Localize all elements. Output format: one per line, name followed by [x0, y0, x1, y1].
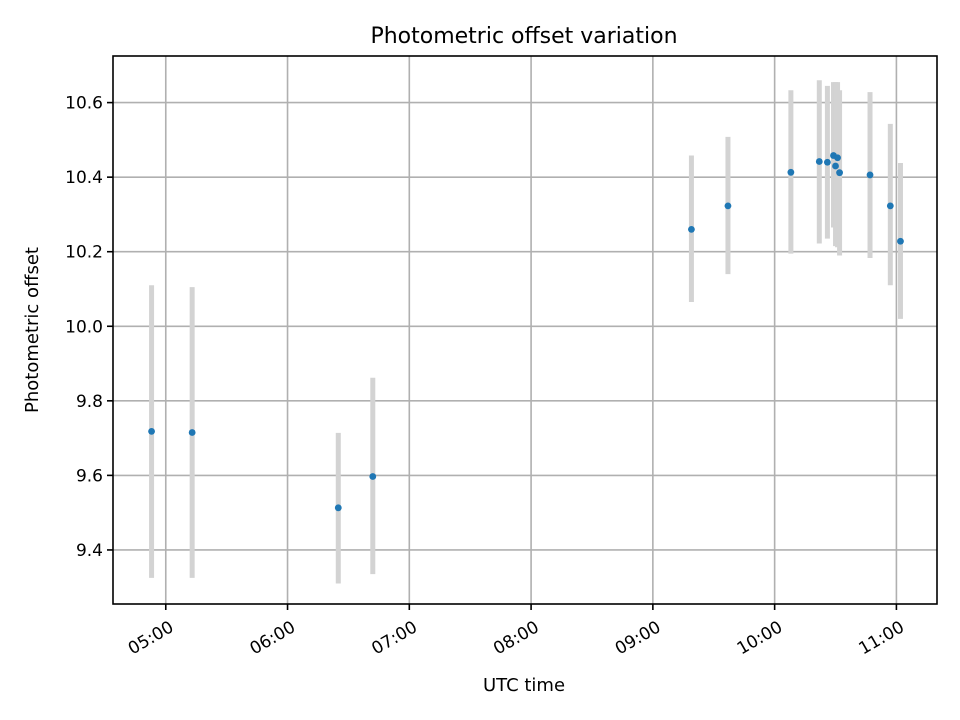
x-tick-label: 06:00	[247, 617, 299, 659]
chart-title: Photometric offset variation	[370, 24, 677, 49]
grid	[113, 56, 937, 604]
x-axis-ticks: 05:00 06:00 07:00 08:00 09:00 10:00 11:00	[125, 604, 908, 659]
y-tick-label: 9.4	[76, 541, 103, 561]
y-tick-label: 9.8	[76, 392, 103, 412]
x-tick-label: 05:00	[125, 617, 177, 659]
x-tick-label: 10:00	[734, 617, 786, 659]
data-point	[148, 427, 155, 435]
y-axis-ticks: 9.4 9.6 9.8 10.0 10.2 10.4 10.6	[65, 94, 113, 561]
data-point	[724, 202, 732, 210]
data-point	[866, 171, 874, 179]
data-point	[834, 154, 841, 162]
x-tick-label: 07:00	[368, 617, 420, 659]
x-tick-label: 09:00	[612, 617, 664, 659]
data-point	[824, 158, 831, 166]
data-point	[886, 202, 894, 210]
data-points	[148, 152, 904, 512]
x-axis-label: UTC time	[483, 675, 565, 696]
x-tick-label: 08:00	[490, 617, 542, 659]
data-point	[832, 162, 839, 170]
plot-frame	[112, 55, 938, 605]
y-axis-label: Photometric offset	[22, 247, 43, 413]
data-point	[897, 237, 904, 245]
data-point	[815, 158, 823, 165]
data-point	[188, 429, 196, 436]
y-tick-label: 10.6	[65, 94, 103, 114]
error-bars	[149, 80, 903, 584]
x-tick-label: 11:00	[855, 617, 907, 659]
y-tick-label: 9.6	[76, 466, 103, 486]
y-tick-label: 10.4	[65, 168, 103, 188]
data-point	[688, 225, 695, 233]
y-tick-label: 10.2	[65, 243, 103, 263]
data-point	[836, 169, 843, 177]
y-tick-label: 10.0	[65, 317, 103, 337]
data-point	[787, 168, 795, 176]
data-point	[369, 473, 377, 480]
data-point	[334, 504, 342, 512]
